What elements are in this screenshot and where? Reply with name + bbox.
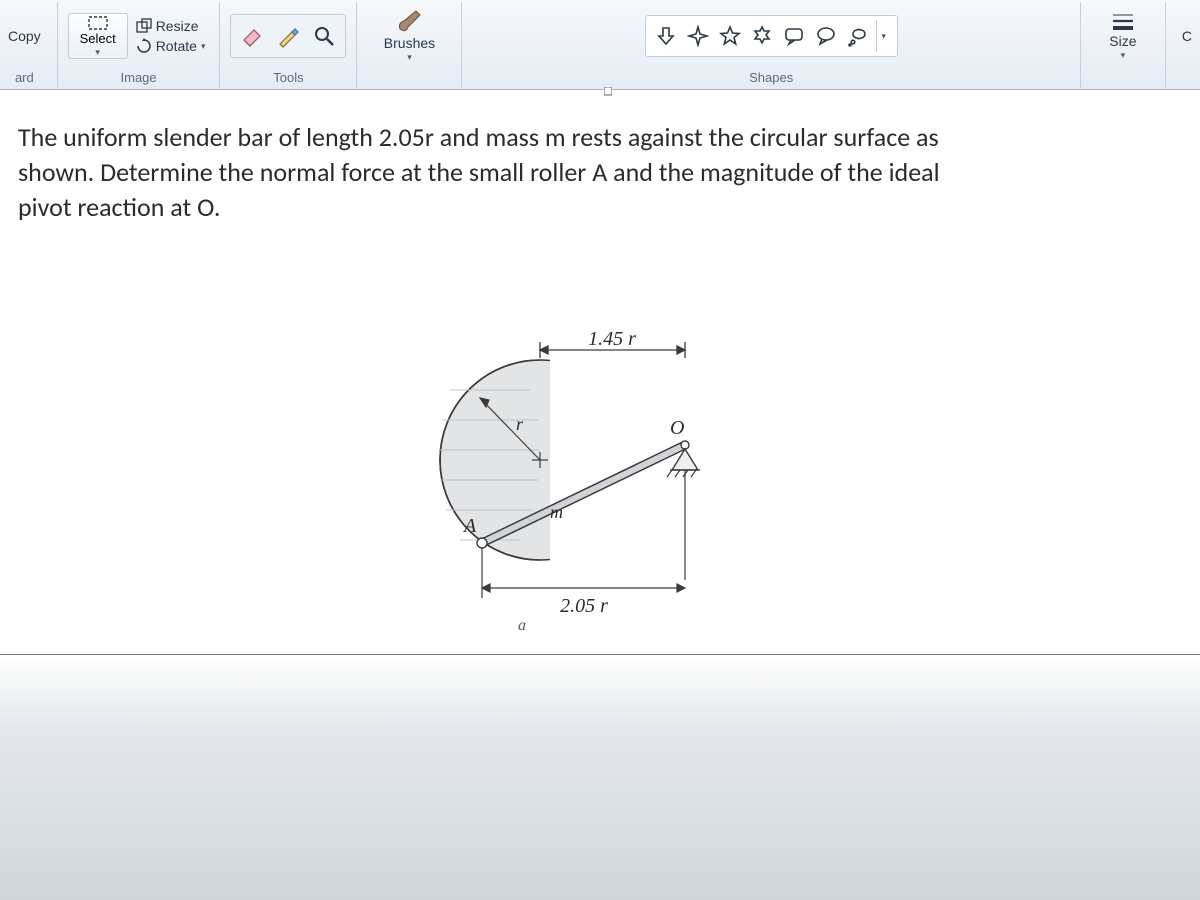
shapes-gallery: ▾ [645, 15, 898, 57]
problem-text: The uniform slender bar of length 2.05r … [18, 120, 1182, 225]
dim-bottom: 2.05 r [560, 595, 608, 617]
chevron-down-icon: ▾ [407, 52, 412, 63]
brushes-label: Brushes [384, 35, 435, 51]
clipboard-group: Copy ard [0, 2, 58, 88]
below-canvas [0, 655, 1200, 900]
select-button[interactable]: Select ▾ [68, 13, 128, 59]
chevron-down-icon: ▾ [201, 41, 206, 52]
clipboard-group-label: ard [15, 68, 34, 88]
shapes-gallery-more[interactable]: ▾ [876, 20, 891, 52]
rotate-icon [136, 38, 152, 54]
size-label: Size [1109, 33, 1136, 49]
tools-group: Tools [220, 2, 357, 88]
rotate-button[interactable]: Rotate ▾ [132, 37, 210, 55]
diagram: 1.45 r r [420, 330, 760, 659]
eraser-tool[interactable] [235, 19, 269, 53]
problem-line-1: The uniform slender bar of length 2.05r … [18, 120, 1182, 155]
resize-icon [136, 18, 152, 34]
chevron-down-icon: ▾ [1121, 50, 1126, 61]
label-a-lower: a [518, 617, 526, 634]
copy-label: Copy [8, 28, 41, 44]
magnifier-icon [312, 24, 336, 48]
shape-four-star[interactable] [684, 22, 712, 50]
colors-group-cutoff: C [1166, 2, 1200, 88]
tools-box [230, 14, 346, 58]
chevron-down-icon: ▾ [881, 31, 886, 42]
label-O: O [670, 417, 684, 439]
copy-button[interactable]: Copy [2, 26, 47, 46]
shape-rounded-speech[interactable] [780, 22, 808, 50]
shape-down-arrow[interactable] [652, 22, 680, 50]
problem-line-2: shown. Determine the normal force at the… [18, 155, 1182, 190]
size-group: Size ▾ [1081, 2, 1166, 88]
brush-icon [394, 9, 424, 35]
ribbon: Copy ard Select ▾ Resize Rotate [0, 0, 1200, 90]
tools-group-label: Tools [273, 68, 303, 88]
canvas[interactable]: The uniform slender bar of length 2.05r … [0, 90, 1200, 655]
label-m: m [550, 502, 563, 522]
brushes-button[interactable]: Brushes ▾ [367, 7, 451, 65]
shape-thought-bubble[interactable] [844, 22, 872, 50]
label-A: A [462, 515, 477, 537]
magnifier-tool[interactable] [307, 19, 341, 53]
eraser-icon [240, 24, 264, 48]
shape-six-star[interactable] [748, 22, 776, 50]
shapes-group-label: Shapes [749, 68, 793, 88]
label-r: r [516, 414, 524, 434]
pencil-tool[interactable] [271, 19, 305, 53]
shape-five-star[interactable] [716, 22, 744, 50]
size-icon [1110, 11, 1136, 33]
resize-label: Resize [156, 18, 199, 34]
problem-line-3: pivot reaction at O. [18, 190, 1182, 225]
canvas-resize-handle[interactable] [604, 87, 612, 97]
colors-cutoff-label: C [1182, 28, 1192, 44]
resize-button[interactable]: Resize [132, 17, 210, 35]
chevron-down-icon: ▾ [95, 47, 100, 58]
image-actions: Resize Rotate ▾ [132, 17, 210, 55]
size-button[interactable]: Size ▾ [1091, 9, 1155, 63]
select-label: Select [80, 31, 116, 46]
rotate-label: Rotate [156, 38, 197, 54]
image-group: Select ▾ Resize Rotate ▾ Image [58, 2, 221, 88]
dim-top: 1.45 r [588, 330, 636, 350]
image-group-label: Image [121, 68, 157, 88]
brushes-group: Brushes ▾ [357, 2, 462, 88]
pencil-icon [276, 24, 300, 48]
select-icon [87, 15, 109, 31]
colors-cutoff-button[interactable]: C [1176, 26, 1198, 46]
shapes-group: ▾ Shapes [462, 2, 1080, 88]
diagram-svg: 1.45 r r [420, 330, 760, 650]
shape-speech-bubble[interactable] [812, 22, 840, 50]
